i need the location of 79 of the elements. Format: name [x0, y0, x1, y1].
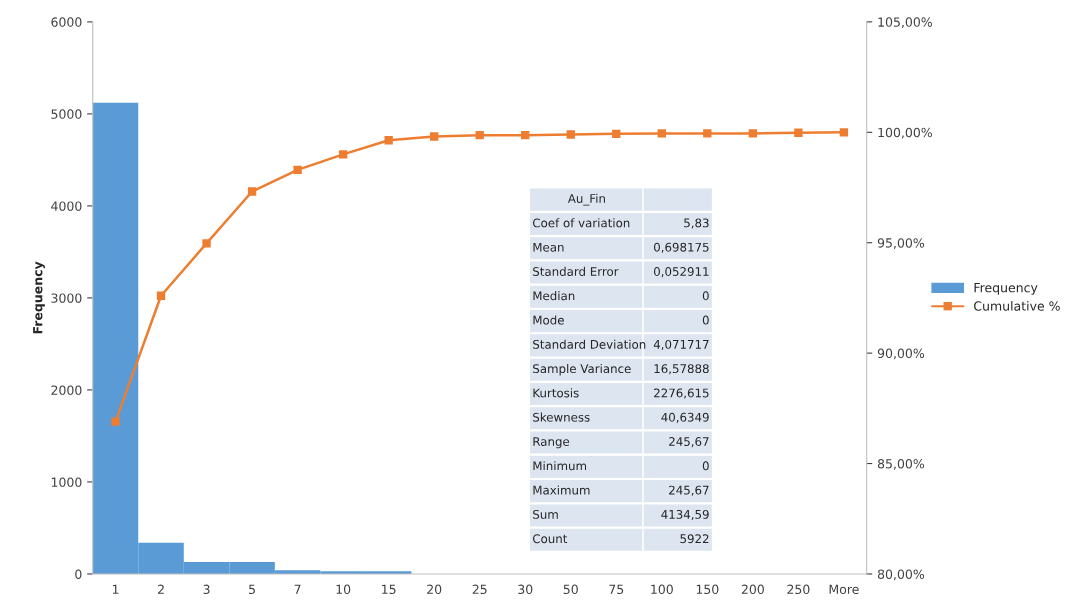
- point: [430, 132, 439, 141]
- x-tick-label: 150: [696, 584, 719, 595]
- x-tick-label: 15: [382, 584, 396, 595]
- annotation: Coef of variation: [532, 218, 630, 228]
- x-tick-label: 5: [249, 584, 255, 595]
- annotation: 5922: [680, 534, 709, 544]
- point: [748, 129, 758, 138]
- y-tick-label: 4000: [51, 201, 82, 211]
- y-tick-label: 3000: [51, 293, 82, 303]
- x-tick-label: 100: [651, 584, 673, 595]
- y-tick-label: 6000: [51, 17, 82, 27]
- x-tick-label: 3: [203, 584, 210, 595]
- annotation: Minimum: [533, 461, 587, 471]
- y-axis-title: Frequency: [33, 261, 45, 334]
- point: [384, 136, 393, 145]
- y-tick-label: 5000: [51, 109, 82, 119]
- point: [839, 128, 849, 137]
- y2-tick-label: 85,00%: [877, 459, 925, 470]
- point: [612, 129, 621, 139]
- annotation: 40,6349: [661, 412, 709, 423]
- y2-tick-label: 90,00%: [877, 348, 925, 360]
- point: [703, 129, 712, 138]
- x-tick-label: 250: [787, 584, 810, 595]
- annotation: Maximum: [533, 485, 590, 495]
- point: [156, 291, 166, 300]
- point: [566, 130, 575, 139]
- annotation: 245,67: [669, 485, 709, 496]
- annotation: Skewness: [533, 412, 590, 422]
- point: [794, 128, 803, 137]
- annotation: 2276,615: [654, 388, 709, 399]
- x-tick-label: More: [829, 584, 859, 595]
- annotation: 0,052911: [654, 267, 709, 278]
- point: [338, 150, 348, 159]
- y2-tick-label: 105,00%: [878, 17, 932, 29]
- y-tick-label: 2000: [51, 385, 82, 395]
- point: [111, 417, 120, 426]
- x-tick-label: 7: [294, 584, 301, 594]
- annotation: Mean: [533, 242, 564, 252]
- annotation: 4,071717: [653, 339, 709, 351]
- annotation: Count: [532, 534, 568, 544]
- x-tick-label: 200: [741, 584, 764, 595]
- x-tick-label: 20: [427, 584, 442, 595]
- annotation: 0: [702, 291, 709, 301]
- annotation: 16,57888: [654, 364, 709, 375]
- x-tick-label: 30: [518, 584, 533, 595]
- x-tick-label: 75: [609, 584, 624, 595]
- annotation: 0,698175: [654, 242, 709, 253]
- y2-tick-label: 95,00%: [877, 238, 925, 249]
- annotation: 0: [702, 315, 709, 325]
- annotation: Sample Variance: [533, 363, 631, 376]
- x-tick-label: 25: [472, 584, 487, 595]
- point: [293, 165, 302, 175]
- annotation: Range: [533, 437, 570, 449]
- x-tick-label: 50: [563, 584, 578, 595]
- x-tick-label: 10: [336, 584, 351, 595]
- x-tick-label: 2: [157, 584, 164, 594]
- annotation: Kurtosis: [533, 388, 579, 398]
- y2-tick-label: 100,00%: [878, 127, 932, 139]
- annotation: Median: [533, 291, 575, 301]
- annotation: 4134,59: [661, 509, 709, 521]
- annotation: Mode: [533, 315, 564, 325]
- y-tick-label: 0: [75, 569, 82, 579]
- point: [475, 131, 484, 140]
- annotation: 245,67: [669, 437, 709, 448]
- annotation: Standard Deviation: [533, 339, 646, 349]
- point: [521, 131, 530, 140]
- point: [247, 187, 257, 196]
- annotation: 0: [702, 461, 709, 471]
- x-tick-label: 1: [112, 584, 119, 594]
- annotation: 5,83: [684, 218, 709, 229]
- point: [657, 129, 666, 138]
- y-tick-label: 1000: [51, 477, 82, 487]
- legend-label: Cumulative %: [974, 301, 1060, 311]
- annotation: Standard Error: [533, 266, 619, 276]
- annotation: Au_Fin: [567, 193, 605, 206]
- point: [202, 239, 211, 248]
- y2-tick-label: 80,00%: [877, 569, 925, 581]
- annotation: Sum: [533, 509, 558, 519]
- legend-label: Frequency: [974, 283, 1038, 295]
